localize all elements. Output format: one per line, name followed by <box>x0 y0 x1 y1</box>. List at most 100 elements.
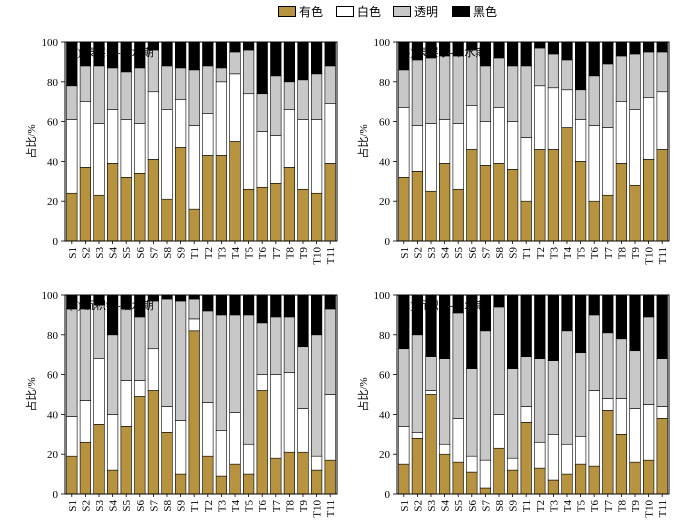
bar-segment <box>161 406 173 433</box>
bar-segment <box>438 163 451 242</box>
legend-label: 透明 <box>414 4 439 19</box>
bar-segment <box>493 41 505 59</box>
bar-segment <box>202 113 214 156</box>
bar-segment <box>493 447 505 495</box>
plot-frame <box>64 41 338 242</box>
x-tick-label: S1 <box>399 500 411 512</box>
x-tick-label: S6 <box>135 247 147 259</box>
bar-segment <box>642 404 655 461</box>
y-tick-label: 100 <box>374 37 391 49</box>
bar-segment <box>202 455 214 495</box>
bar-segment <box>297 294 309 348</box>
y-tick-label: 100 <box>42 37 59 49</box>
legend-item: 有色 <box>278 4 324 19</box>
bar-segment <box>411 59 424 126</box>
bar-segment <box>283 372 296 453</box>
bar-segment <box>175 99 187 148</box>
bar-segment <box>175 473 187 495</box>
bar-segment <box>656 358 668 407</box>
bar-segment <box>66 192 78 242</box>
bar-segment <box>534 149 546 242</box>
bar-segment <box>466 455 478 473</box>
x-tick-label: T10 <box>312 500 324 518</box>
x-tick-label: S3 <box>94 247 106 259</box>
x-tick-label: S2 <box>412 500 424 512</box>
legend-swatch <box>278 5 296 17</box>
bar-segment <box>534 358 546 443</box>
bar-segment <box>398 177 410 242</box>
x-tick-label: T3 <box>216 500 228 513</box>
legend-label: 有色 <box>299 4 324 19</box>
bar-segment <box>506 457 519 471</box>
x-tick-label: S6 <box>135 500 147 512</box>
bar-segment <box>411 334 424 433</box>
bar-segment <box>547 360 560 435</box>
bar-segment <box>188 208 200 242</box>
bar-segment <box>493 163 505 242</box>
bar-segment <box>175 67 187 101</box>
bar-segment <box>215 294 228 316</box>
bar-segment <box>520 41 532 67</box>
bar-segment <box>398 463 410 495</box>
bar-segment <box>324 394 336 461</box>
bar-segment <box>493 294 505 308</box>
bar-segment <box>202 41 214 67</box>
bar-segment <box>602 194 614 242</box>
bar-segment <box>161 65 173 110</box>
bar-segment <box>175 300 187 421</box>
bar-segment <box>229 51 241 75</box>
bar-segment <box>310 334 323 457</box>
panel-title: (a) 表层水-枯水期 <box>69 45 154 59</box>
x-tick-label: T8 <box>284 500 296 513</box>
bar-segment <box>66 308 78 417</box>
bar-segment <box>398 426 410 465</box>
bar-segment <box>452 461 464 495</box>
bar-segment <box>270 135 282 184</box>
x-tick-label: S1 <box>67 500 79 512</box>
bar-segment <box>107 334 119 415</box>
bar-segment <box>243 294 255 316</box>
y-tick-label: 100 <box>374 290 391 302</box>
x-tick-label: T2 <box>203 247 215 259</box>
bar-segment <box>534 47 546 87</box>
bar-segment <box>66 455 78 495</box>
bar-segment <box>243 473 255 495</box>
bar-segment <box>256 390 268 495</box>
bar-segment <box>574 435 587 465</box>
bar-segment <box>534 85 546 150</box>
chart-panel: S1 S2 S3 S4 S5 S6 S7 S8 S9 T1 T2 T3 T4 T5 T6 T7 T8 T9 T10 T… <box>24 290 338 518</box>
bar-segment <box>452 312 464 419</box>
bar-segment <box>202 294 214 312</box>
bar-segment <box>547 433 560 481</box>
bar-segment <box>202 155 214 242</box>
x-tick-label: T9 <box>630 247 642 260</box>
bar-segment <box>425 123 437 192</box>
bar-segment <box>93 424 105 495</box>
x-tick-label: T9 <box>630 500 642 513</box>
bar-segment <box>493 414 505 449</box>
x-tick-label: T3 <box>548 500 560 513</box>
bar-segment <box>629 461 641 495</box>
bar-segment <box>79 308 92 401</box>
y-axis-label: 占比/% <box>24 124 38 158</box>
bar-segment <box>588 294 600 316</box>
bar-segment <box>479 330 492 461</box>
x-tick-label: T11 <box>657 500 669 517</box>
bar-segment <box>615 55 628 103</box>
bar-segment <box>438 358 451 445</box>
bar-segment <box>188 330 200 495</box>
bar-segment <box>398 107 410 178</box>
y-axis-label: 占比/% <box>24 377 38 411</box>
plot-frame <box>64 294 338 495</box>
bar-segment <box>479 487 492 495</box>
x-tick-label: S6 <box>467 247 479 259</box>
bar-segment <box>256 93 268 132</box>
x-tick-label: T4 <box>562 500 574 513</box>
bar-segment <box>215 314 228 431</box>
bar-segment <box>656 91 668 150</box>
bar-segment <box>479 165 492 242</box>
bar-segment <box>411 437 424 495</box>
bar-segment <box>438 55 451 120</box>
y-tick-label: 60 <box>379 370 391 382</box>
bar-segment <box>161 432 173 495</box>
